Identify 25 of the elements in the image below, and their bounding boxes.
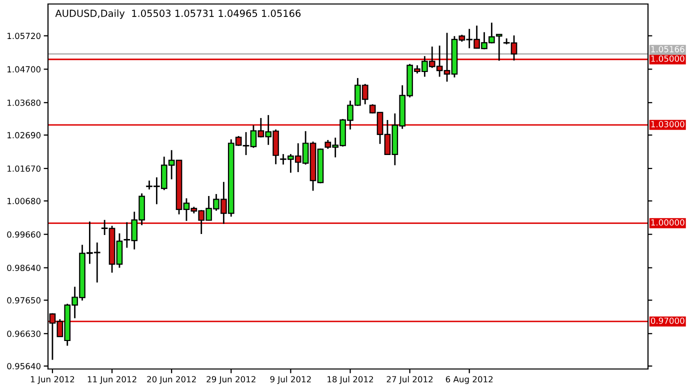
y-tick-label: 0.97650 [7, 297, 40, 304]
ref-line-label: 1.05166 [651, 46, 684, 52]
x-tick-label: 11 Jun 2012 [88, 376, 136, 384]
x-tick-label: 6 Aug 2012 [446, 376, 493, 384]
y-tick-label: 0.98640 [7, 264, 40, 272]
y-tick-label: 1.00680 [8, 198, 40, 204]
y-tick-label: 1.04700 [8, 66, 40, 72]
y-tick-label: 1.02690 [8, 132, 40, 138]
text: AUDUSD,Daily 1.05503 1.05731 1.04965 1.05166 [55, 9, 301, 19]
y-tick-label: 0.99660 [7, 231, 40, 238]
x-tick-label: 18 Jul 2012 [328, 376, 373, 384]
x-tick-label: 29 Jun 2012 [206, 376, 256, 384]
ref-line-label: 1.05000 [651, 55, 684, 62]
ref-line-label: 1.00000 [651, 219, 684, 226]
x-tick-label: 27 Jul 2012 [386, 376, 433, 384]
x-tick-label: 9 Jul 2012 [270, 376, 311, 384]
x-tick-label: 20 Jun 2012 [147, 376, 196, 384]
x-tick-label: 1 Jun 2012 [30, 376, 74, 384]
y-tick-label: 1.03680 [8, 100, 40, 106]
y-tick-label: 1.05720 [8, 32, 40, 40]
ref-line-label: 0.97000 [650, 318, 684, 324]
y-tick-label: 0.95640 [7, 363, 40, 370]
y-tick-label: 1.01670 [8, 165, 40, 172]
y-tick-label: 0.96630 [7, 330, 40, 337]
ref-line-label: 1.03000 [651, 121, 684, 128]
